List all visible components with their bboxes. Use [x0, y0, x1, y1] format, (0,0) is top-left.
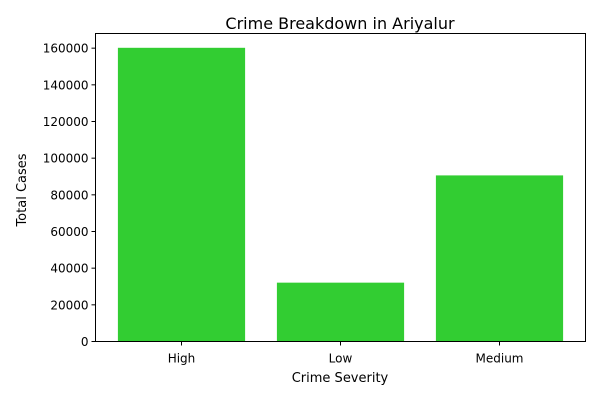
chart-title: Crime Breakdown in Ariyalur: [225, 14, 455, 33]
bars-layer: [117, 47, 564, 342]
y-tick-label: 20000: [50, 298, 88, 312]
y-axis-label: Total Cases: [15, 153, 30, 227]
x-tick-label: Low: [329, 352, 353, 366]
y-tick-label: 60000: [50, 225, 88, 239]
bar-high: [117, 47, 246, 342]
y-tick-label: 40000: [50, 262, 88, 276]
y-tick-label: 120000: [43, 115, 89, 129]
bar-low: [276, 282, 405, 342]
y-tick-label: 100000: [43, 152, 89, 166]
y-tick-label: 0: [81, 335, 89, 349]
y-tick-label: 80000: [50, 188, 88, 202]
x-tick-label: Medium: [476, 352, 524, 366]
x-axis-label: Crime Severity: [292, 371, 389, 386]
y-tick-label: 160000: [43, 42, 89, 56]
y-axis-ticks: 0 20000 40000 60000 80000 100000 120000 140000 1…: [43, 42, 96, 349]
x-tick-label: High: [168, 352, 196, 366]
x-axis-ticks: High Low Medium: [168, 341, 524, 366]
bar-medium: [435, 175, 564, 342]
y-tick-label: 140000: [43, 78, 89, 92]
